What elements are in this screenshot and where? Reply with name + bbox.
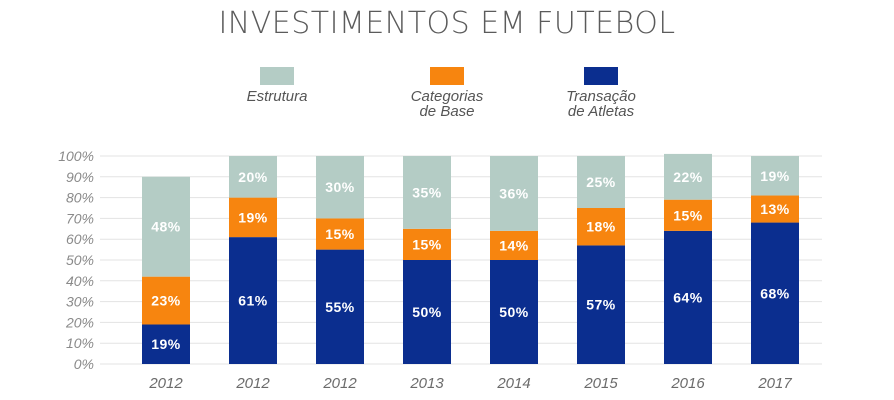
data-label: 57%: [586, 297, 616, 313]
data-label: 50%: [499, 304, 529, 320]
bar-segment-estrutura: [229, 156, 277, 198]
bar-segment-estrutura: [316, 156, 364, 219]
data-label: 68%: [760, 285, 790, 301]
x-tick-label: 2013: [409, 375, 444, 392]
data-label: 19%: [760, 168, 790, 184]
legend-swatch-transacao-de-atletas: [584, 67, 618, 85]
data-label: 23%: [151, 293, 181, 309]
data-label: 19%: [238, 209, 268, 225]
data-label: 30%: [325, 179, 355, 195]
x-tick-label: 2016: [670, 375, 705, 392]
y-tick-label: 10%: [66, 335, 94, 351]
bar-segment-estrutura: [664, 153, 712, 200]
bar-segment-categorias-de-base: [316, 218, 364, 250]
data-label: 15%: [412, 236, 442, 252]
data-label: 61%: [238, 293, 268, 309]
y-tick-label: 40%: [66, 273, 94, 289]
bar-segment-categorias-de-base: [577, 208, 625, 246]
x-tick-label: 2014: [496, 375, 530, 392]
bar-segment-transação-de-atletas: [316, 249, 364, 364]
bar-segment-estrutura: [403, 156, 451, 229]
data-label: 64%: [673, 289, 703, 305]
legend-label-estrutura: Estrutura: [246, 88, 308, 105]
data-label: 18%: [586, 219, 616, 235]
x-tick-label: 2012: [235, 375, 270, 392]
y-tick-label: 100%: [58, 148, 94, 164]
bar-segment-transação-de-atletas: [751, 222, 799, 364]
legend-swatch-categorias-de-base: [430, 67, 464, 85]
bar-segment-categorias-de-base: [751, 195, 799, 223]
bar-segment-estrutura: [142, 176, 190, 277]
data-label: 20%: [238, 169, 268, 185]
data-label: 35%: [412, 184, 442, 200]
bar-segment-transação-de-atletas: [664, 230, 712, 364]
y-tick-label: 60%: [66, 231, 94, 247]
legend-label-transacao-de-atletas: Transação de Atletas: [566, 88, 636, 120]
x-tick-label: 2012: [148, 375, 183, 392]
bar-segment-transação-de-atletas: [142, 324, 190, 364]
bar-segment-categorias-de-base: [490, 230, 538, 260]
y-tick-label: 90%: [66, 169, 94, 185]
data-label: 36%: [499, 185, 529, 201]
legend-item-estrutura: Estrutura: [197, 67, 357, 104]
data-label: 50%: [412, 304, 442, 320]
bar-segment-estrutura: [490, 156, 538, 231]
data-label: 22%: [673, 169, 703, 185]
legend-item-transacao-de-atletas: Transação de Atletas: [521, 67, 681, 119]
bar-segment-categorias-de-base: [664, 199, 712, 231]
y-tick-label: 70%: [66, 210, 94, 226]
bar-segment-categorias-de-base: [403, 228, 451, 260]
y-tick-label: 80%: [66, 190, 94, 206]
x-tick-label: 2012: [322, 375, 357, 392]
bar-segment-transação-de-atletas: [229, 237, 277, 364]
data-label: 25%: [586, 174, 616, 190]
x-tick-label: 2015: [583, 375, 618, 392]
y-tick-label: 30%: [66, 294, 94, 310]
data-label: 55%: [325, 299, 355, 315]
data-label: 19%: [151, 336, 181, 352]
x-tick-label: 2017: [757, 375, 792, 392]
data-label: 13%: [760, 201, 790, 217]
bar-segment-transação-de-atletas: [577, 245, 625, 364]
bar-segment-estrutura: [577, 156, 625, 208]
legend-item-categorias-de-base: Categorias de Base: [367, 67, 527, 119]
y-tick-label: 20%: [65, 314, 94, 330]
bar-segment-categorias-de-base: [229, 197, 277, 238]
data-label: 14%: [499, 237, 529, 253]
data-label: 15%: [325, 226, 355, 242]
bar-segment-transação-de-atletas: [403, 260, 451, 364]
data-label: 15%: [673, 207, 703, 223]
legend-swatch-estrutura: [260, 67, 294, 85]
data-label: 48%: [151, 219, 181, 235]
bar-segment-categorias-de-base: [142, 276, 190, 325]
y-tick-label: 50%: [66, 252, 94, 268]
bar-segment-transação-de-atletas: [490, 260, 538, 364]
y-tick-label: 0%: [74, 356, 94, 372]
legend-label-categorias-de-base: Categorias de Base: [410, 88, 484, 120]
bar-segment-estrutura: [751, 156, 799, 196]
chart-title: INVESTIMENTOS EM FUTEBOL: [218, 6, 676, 41]
